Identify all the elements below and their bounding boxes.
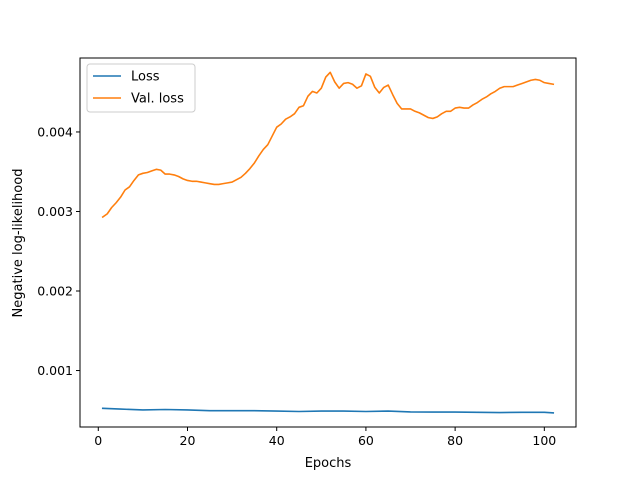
x-tick-label: 80 — [447, 433, 463, 448]
axes-frame — [79, 57, 577, 428]
y-tick-label: 0.002 — [37, 284, 73, 299]
series-line-loss — [101, 407, 555, 414]
plot-background — [80, 58, 576, 427]
x-tick-label: 100 — [532, 433, 556, 448]
legend-label-val-loss: Val. loss — [131, 92, 184, 107]
x-tick-label: 20 — [180, 433, 196, 448]
x-tick-label: 0 — [94, 433, 102, 448]
axes-spines — [79, 57, 577, 428]
y-axis-label: Negative log-likelihood — [11, 169, 26, 318]
series-line-val-loss — [101, 71, 555, 219]
legend-label-loss: Loss — [131, 70, 160, 85]
x-tick-label: 60 — [358, 433, 374, 448]
y-tick-label: 0.001 — [37, 363, 73, 378]
x-tick-label: 40 — [269, 433, 285, 448]
ticks-layer: 0 20 40 60 80 100 0.001 0.002 0.003 0.004 — [37, 124, 556, 448]
legend: Loss Val. loss — [86, 63, 196, 113]
y-tick-label: 0.003 — [37, 204, 73, 219]
plot-area — [80, 58, 576, 427]
series-layer — [101, 71, 555, 414]
x-axis-label: Epochs — [305, 456, 352, 471]
y-tick-label: 0.004 — [37, 124, 73, 139]
